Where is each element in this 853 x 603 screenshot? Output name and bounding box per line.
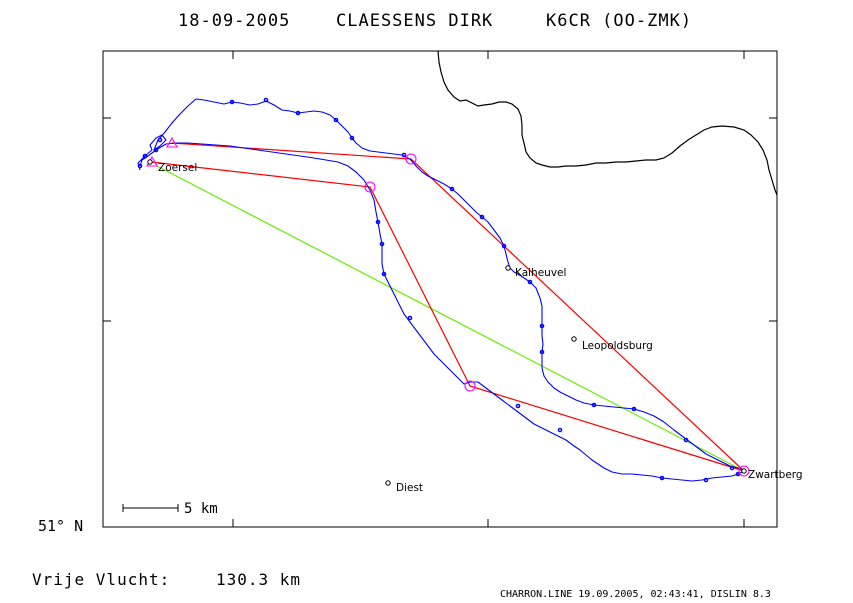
- town-marker: [147, 159, 153, 165]
- turnpoints: [146, 136, 750, 477]
- free-flight-label: Vrije Vlucht:: [32, 570, 170, 589]
- map-frame: [102, 50, 778, 528]
- town-kaiheuvel: Kaiheuvel: [505, 265, 566, 279]
- town-marker: [571, 336, 577, 342]
- town-marker: [741, 468, 747, 474]
- gps-track: [137, 98, 745, 482]
- map-ticks: [103, 51, 777, 528]
- turnpoint-marker: [405, 153, 417, 165]
- town-zoersel: Zoersel: [147, 159, 197, 174]
- pilot-name: CLAESSENS DIRK: [336, 11, 493, 31]
- town-marker: [385, 480, 391, 486]
- turnpoint-marker: [364, 181, 376, 193]
- town-diest: Diest: [385, 480, 423, 494]
- town-marker: [505, 265, 511, 271]
- scale-label: 5 km: [184, 501, 218, 517]
- town-label: Leopoldsburg: [582, 340, 653, 352]
- footer-info: CHARRON.LINE 19.09.2005, 02:43:41, DISLI…: [500, 589, 771, 600]
- town-label: Zwartberg: [748, 469, 803, 481]
- start-triangle-marker: [166, 136, 178, 148]
- free-flight-line: [156, 165, 745, 472]
- free-flight-distance: 130.3 km: [216, 570, 301, 589]
- turnpoint-marker: [738, 465, 750, 477]
- flight-date: 18-09-2005: [178, 11, 290, 31]
- task-line-north: [171, 142, 745, 472]
- country-border: [437, 50, 778, 196]
- town-leopoldsburg: Leopoldsburg: [571, 336, 653, 352]
- turnpoint-marker: [464, 380, 476, 392]
- latitude-label: 51° N: [38, 517, 83, 535]
- track-fixes: [137, 97, 741, 483]
- scale-bar: 5 km: [122, 501, 218, 517]
- town-label: Diest: [396, 482, 423, 494]
- town-zwartberg: Zwartberg: [741, 468, 803, 481]
- glider-id: K6CR (OO-ZMK): [546, 11, 692, 31]
- town-label: Zoersel: [158, 162, 197, 174]
- task-line-south: [150, 161, 745, 472]
- town-label: Kaiheuvel: [515, 267, 566, 279]
